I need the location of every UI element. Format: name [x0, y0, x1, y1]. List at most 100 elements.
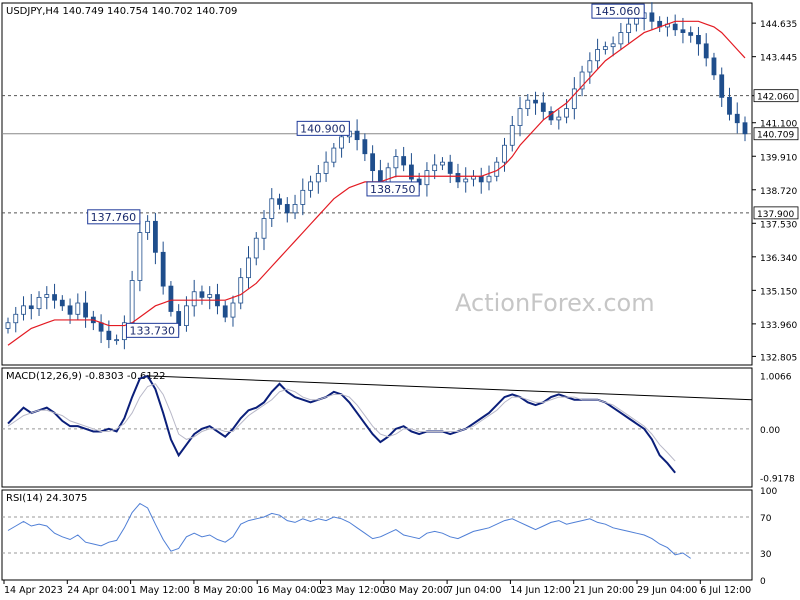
candle [339, 136, 344, 149]
price-tick-label: 138.720 [760, 187, 797, 197]
time-label: 1 May 12:00 [131, 585, 190, 596]
candle [556, 116, 562, 121]
candle [52, 294, 57, 301]
candle [222, 305, 228, 318]
macd-tick-label: -0.9178 [760, 474, 795, 484]
macd-tick-label: 1.0066 [760, 373, 792, 383]
panel-frame-1 [1, 367, 753, 488]
candle [28, 305, 34, 310]
candle [207, 294, 213, 298]
candle [432, 164, 438, 172]
time-label: 8 May 20:00 [194, 585, 253, 596]
candle [59, 299, 65, 307]
price-tick-label: 136.340 [760, 254, 797, 264]
level-label: 140.709 [757, 131, 794, 141]
candle [517, 108, 523, 126]
candle [393, 156, 399, 169]
panel-frame-0 [1, 2, 753, 366]
time-label: 30 May 20:00 [384, 585, 449, 596]
candle [269, 198, 275, 219]
candle [331, 147, 337, 163]
time-label: 14 Jun 12:00 [510, 585, 570, 596]
candle [711, 57, 717, 76]
candle [455, 173, 461, 183]
rsi-tick-label: 30 [760, 550, 772, 560]
price-header: USDJPY,H4 140.749 140.754 140.702 140.70… [6, 6, 237, 17]
macd-title: MACD(12,26,9) -0.8303 -0.6122 [6, 371, 166, 382]
candle [246, 257, 251, 279]
candle [191, 291, 197, 307]
candle [672, 23, 678, 31]
time-label: 29 Jun 04:00 [637, 585, 697, 596]
rsi-tick-label: 0 [760, 577, 766, 587]
time-label: 21 Jun 20:00 [574, 585, 634, 596]
candle [509, 125, 515, 146]
price-annotation: 138.750 [370, 183, 416, 196]
candle [703, 43, 709, 59]
candle [152, 220, 158, 253]
candle [315, 173, 321, 183]
candle [742, 122, 748, 135]
time-axis: 14 Apr 2023 24 Apr 04:00 1 May 12:00 8 May … [3, 580, 751, 596]
candle [564, 108, 569, 118]
candle [199, 291, 205, 298]
candle [486, 175, 492, 183]
candle [618, 32, 624, 45]
rsi-panel: RSI(14) 24.3075 100 70 30 0 [2, 487, 777, 587]
watermark: ActionForex.com [455, 289, 655, 317]
candle [626, 23, 632, 33]
candle [401, 156, 407, 166]
candle [230, 302, 236, 318]
candle [734, 113, 740, 124]
candle [277, 198, 282, 205]
panel-frames [1, 2, 753, 581]
candle [649, 12, 655, 22]
candle [354, 130, 360, 141]
candle [261, 218, 267, 239]
candle [533, 99, 538, 104]
candle [36, 296, 42, 310]
level-label: 142.060 [757, 93, 794, 103]
candle [587, 60, 593, 73]
candle [308, 181, 313, 191]
time-label: 6 Jul 12:00 [700, 585, 751, 596]
candle [719, 74, 725, 98]
price-annotation: 145.060 [595, 5, 641, 18]
rsi-tick-label: 70 [760, 514, 772, 524]
rsi-title: RSI(14) 24.3075 [6, 493, 87, 504]
candle [579, 71, 585, 90]
candle [440, 161, 445, 166]
candle [595, 49, 600, 62]
price-tick-label: 143.445 [760, 54, 797, 64]
candle [696, 34, 701, 45]
candle [688, 32, 694, 36]
price-tick-label: 135.150 [760, 287, 797, 297]
time-label: 16 May 04:00 [257, 585, 322, 596]
price-annotation: 140.900 [300, 122, 346, 135]
price-tick-label: 133.960 [760, 321, 797, 331]
rsi-line [7, 502, 691, 559]
candle [377, 170, 383, 183]
time-label: 7 Jun 04:00 [447, 585, 501, 596]
candle [633, 18, 639, 25]
candle [292, 204, 298, 214]
candle [300, 189, 306, 205]
candle [284, 204, 290, 214]
candle [83, 302, 88, 318]
price-annotation: 137.760 [91, 211, 136, 224]
macd-trendline [147, 375, 753, 401]
candle [13, 313, 19, 324]
price-annotation-box [296, 120, 350, 136]
candle [370, 153, 376, 172]
price-tick-label: 132.805 [760, 353, 797, 363]
candle [571, 88, 577, 110]
price-tick-label: 141.100 [760, 120, 797, 130]
candle [323, 161, 329, 174]
price-annotation: 133.730 [129, 324, 175, 337]
candle [67, 305, 73, 315]
candle [424, 170, 430, 186]
price-annotation-box [87, 209, 141, 225]
price-annotation-box [125, 322, 180, 338]
